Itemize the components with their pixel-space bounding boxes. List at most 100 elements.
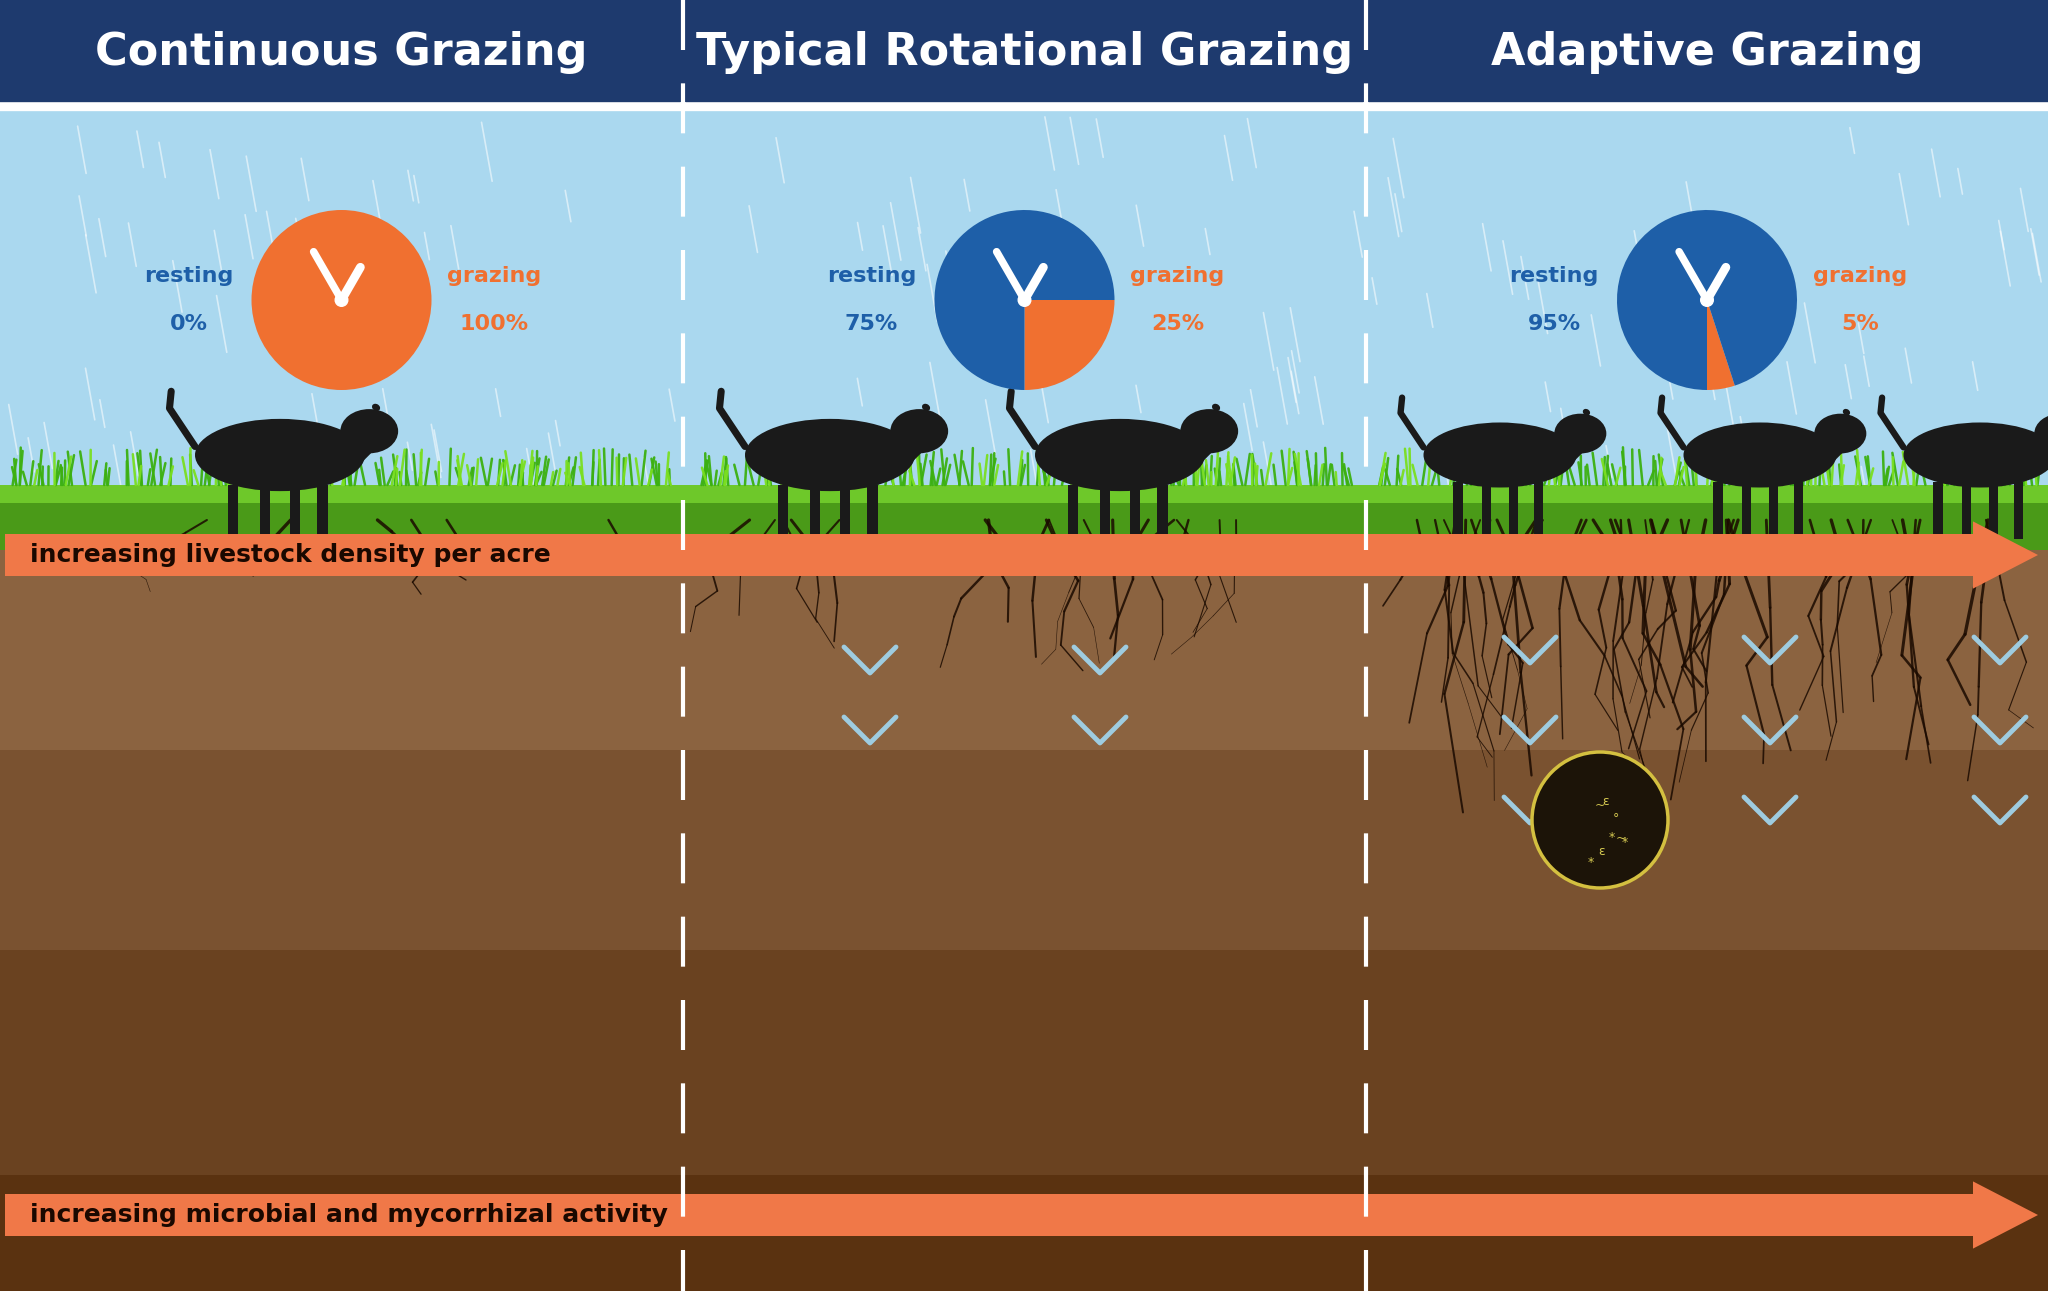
Bar bbox=[1741, 482, 1751, 540]
Text: resting: resting bbox=[827, 266, 915, 287]
Ellipse shape bbox=[1423, 422, 1577, 488]
Bar bbox=[1157, 484, 1167, 549]
Text: Adaptive Grazing: Adaptive Grazing bbox=[1491, 31, 1923, 74]
Text: 75%: 75% bbox=[846, 314, 899, 334]
Text: 0%: 0% bbox=[170, 314, 207, 334]
Text: grazing: grazing bbox=[1130, 266, 1225, 287]
Bar bbox=[1454, 482, 1462, 540]
Bar bbox=[1366, 105, 2048, 531]
Bar bbox=[682, 485, 1366, 550]
Text: *: * bbox=[1587, 856, 1593, 869]
Text: *: * bbox=[1622, 835, 1628, 848]
Text: Typical Rotational Grazing: Typical Rotational Grazing bbox=[696, 31, 1354, 74]
Text: °: ° bbox=[1612, 812, 1618, 825]
Bar bbox=[1366, 1175, 2048, 1291]
Bar bbox=[4, 1194, 1978, 1235]
Bar bbox=[227, 484, 238, 549]
Ellipse shape bbox=[745, 418, 915, 491]
Bar bbox=[1366, 0, 2048, 105]
Bar bbox=[1769, 482, 1778, 540]
Text: grazing: grazing bbox=[446, 266, 541, 287]
Bar bbox=[1366, 750, 2048, 950]
Bar bbox=[317, 484, 328, 549]
Text: ~: ~ bbox=[1616, 831, 1626, 844]
Bar bbox=[1933, 482, 1942, 540]
Bar bbox=[2013, 482, 2023, 540]
Bar bbox=[1714, 482, 1722, 540]
Bar bbox=[1366, 485, 2048, 503]
Bar bbox=[840, 484, 850, 549]
Ellipse shape bbox=[340, 409, 397, 453]
Ellipse shape bbox=[891, 409, 948, 453]
Bar bbox=[1366, 485, 2048, 750]
Ellipse shape bbox=[1554, 413, 1606, 453]
Polygon shape bbox=[1972, 1181, 2038, 1248]
Polygon shape bbox=[1546, 426, 1591, 462]
Text: 5%: 5% bbox=[1841, 314, 1878, 334]
Bar bbox=[682, 485, 1366, 503]
Bar bbox=[0, 1175, 682, 1291]
Ellipse shape bbox=[1583, 409, 1589, 416]
Polygon shape bbox=[2025, 426, 2048, 462]
Bar bbox=[682, 485, 1366, 750]
Circle shape bbox=[336, 293, 348, 306]
Wedge shape bbox=[1706, 300, 1735, 390]
Ellipse shape bbox=[195, 418, 365, 491]
Circle shape bbox=[1532, 751, 1667, 888]
Bar bbox=[1366, 485, 2048, 550]
Bar bbox=[0, 485, 682, 550]
Bar bbox=[1069, 484, 1079, 549]
Bar bbox=[0, 950, 682, 1175]
Text: 100%: 100% bbox=[461, 314, 528, 334]
Polygon shape bbox=[881, 422, 932, 463]
Ellipse shape bbox=[1034, 418, 1204, 491]
Bar bbox=[778, 484, 788, 549]
Bar bbox=[1989, 482, 1999, 540]
Bar bbox=[809, 484, 819, 549]
Ellipse shape bbox=[1683, 422, 1837, 488]
Bar bbox=[1794, 482, 1802, 540]
Wedge shape bbox=[252, 210, 432, 390]
Text: increasing livestock density per acre: increasing livestock density per acre bbox=[31, 544, 551, 567]
Ellipse shape bbox=[1212, 404, 1221, 411]
Polygon shape bbox=[332, 422, 383, 463]
Bar bbox=[682, 0, 1366, 105]
Wedge shape bbox=[1618, 210, 1796, 390]
Bar bbox=[682, 1175, 1366, 1291]
Bar bbox=[1534, 482, 1542, 540]
Bar bbox=[4, 534, 1978, 576]
Text: *: * bbox=[1608, 831, 1614, 844]
Polygon shape bbox=[1806, 426, 1851, 462]
Ellipse shape bbox=[1903, 422, 2048, 488]
Polygon shape bbox=[1171, 422, 1223, 463]
Bar bbox=[1481, 482, 1491, 540]
Bar bbox=[682, 105, 1366, 531]
Text: ε: ε bbox=[1597, 846, 1604, 859]
Bar bbox=[1509, 482, 1518, 540]
Bar bbox=[1100, 484, 1110, 549]
Text: Continuous Grazing: Continuous Grazing bbox=[96, 31, 588, 74]
Bar bbox=[0, 485, 682, 503]
Bar bbox=[260, 484, 270, 549]
Wedge shape bbox=[934, 210, 1114, 390]
Ellipse shape bbox=[1180, 409, 1239, 453]
Bar bbox=[682, 950, 1366, 1175]
Text: resting: resting bbox=[143, 266, 233, 287]
Text: ~: ~ bbox=[1593, 799, 1606, 812]
Bar bbox=[0, 750, 682, 950]
Ellipse shape bbox=[373, 404, 381, 411]
Text: 95%: 95% bbox=[1528, 314, 1581, 334]
Text: increasing microbial and mycorrhizal activity: increasing microbial and mycorrhizal act… bbox=[31, 1203, 668, 1226]
Circle shape bbox=[1700, 293, 1714, 306]
Bar bbox=[868, 484, 879, 549]
Text: grazing: grazing bbox=[1812, 266, 1907, 287]
Bar bbox=[291, 484, 301, 549]
Wedge shape bbox=[1024, 300, 1114, 390]
Polygon shape bbox=[1972, 522, 2038, 589]
Ellipse shape bbox=[1815, 413, 1866, 453]
Bar bbox=[0, 485, 682, 750]
Ellipse shape bbox=[922, 404, 930, 411]
Bar bbox=[1130, 484, 1141, 549]
Text: 25%: 25% bbox=[1151, 314, 1204, 334]
Circle shape bbox=[1018, 293, 1030, 306]
